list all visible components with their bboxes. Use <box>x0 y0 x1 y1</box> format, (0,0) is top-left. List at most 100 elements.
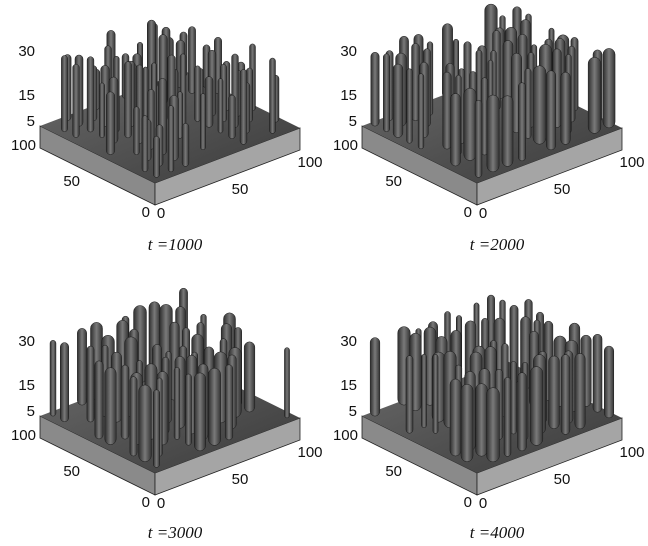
surface-pillar <box>443 72 451 149</box>
surface-pillar <box>121 365 129 439</box>
surface-pillar <box>130 377 137 456</box>
surface-pillar <box>99 83 104 138</box>
panel-caption: t =4000 <box>470 523 525 542</box>
surface-pillar <box>208 368 220 445</box>
y-tick-label: 100 <box>333 427 358 444</box>
surface-pillar <box>195 66 201 122</box>
surface-pillar <box>370 338 380 416</box>
z-tick-label: 15 <box>18 377 35 394</box>
surface-pillar <box>549 356 560 429</box>
x-tick-label: 0 <box>479 495 487 512</box>
surface-pillar <box>229 95 236 139</box>
x-tick-label: 50 <box>554 471 571 488</box>
surface-pillar <box>475 100 482 177</box>
surface-pillar <box>476 384 488 457</box>
x-tick-label: 50 <box>232 181 249 198</box>
surface-pillar <box>418 74 424 149</box>
surface-pillar <box>518 83 525 161</box>
surface-pillar <box>240 70 247 145</box>
surface-pillar <box>284 348 289 418</box>
surface-pillar <box>504 377 511 456</box>
surface-pillar <box>406 356 413 434</box>
surface-pillar <box>125 62 132 138</box>
surface-pillar <box>464 88 476 160</box>
surface-pillar <box>450 379 461 456</box>
z-tick-label: 5 <box>27 113 35 130</box>
surface-pillar <box>270 58 276 133</box>
surface-pillar <box>487 95 499 172</box>
y-tick-label: 0 <box>142 494 150 511</box>
surface-pillar <box>421 354 426 427</box>
z-tick-label: 30 <box>18 333 35 350</box>
surface-pillar <box>451 94 461 166</box>
surface-pillar <box>575 353 585 428</box>
x-tick-label: 0 <box>479 205 487 222</box>
x-tick-label: 50 <box>232 471 249 488</box>
surface-pillar <box>50 340 56 416</box>
surface-pillar <box>87 57 94 132</box>
y-tick-label: 100 <box>11 137 36 154</box>
surface-pillar <box>225 365 233 440</box>
surface-pillar <box>61 55 67 131</box>
z-tick-label: 15 <box>340 377 357 394</box>
y-tick-label: 0 <box>142 204 150 221</box>
surface-pillar <box>533 66 546 144</box>
z-tick-label: 5 <box>349 113 357 130</box>
y-tick-label: 100 <box>333 137 358 154</box>
surface-pillar <box>546 71 556 150</box>
surface-pillar <box>143 67 148 121</box>
y-tick-label: 50 <box>385 463 402 480</box>
figure: 30155100500050100t =10003015510050005010… <box>0 0 648 546</box>
x-tick-label: 100 <box>619 444 644 461</box>
z-tick-label: 5 <box>349 403 357 420</box>
surface-pillar <box>205 77 213 128</box>
surface-pillar <box>588 57 601 133</box>
z-tick-label: 30 <box>18 43 35 60</box>
panel-caption: t =2000 <box>470 235 525 254</box>
surface-pillar <box>73 64 80 137</box>
surface-pillar <box>200 94 205 150</box>
surface-pillar <box>604 346 614 418</box>
surface-pillar <box>105 368 116 445</box>
z-tick-label: 15 <box>18 87 35 104</box>
surface-pillar <box>371 52 379 126</box>
surface-pillar <box>393 64 403 137</box>
panel-caption: t =3000 <box>148 523 203 542</box>
surface-pillar <box>433 355 438 434</box>
surface-pillar <box>407 69 413 143</box>
surface-pillar <box>603 48 615 127</box>
y-tick-label: 0 <box>464 494 472 511</box>
x-tick-label: 100 <box>619 154 644 171</box>
surface-pillar <box>77 328 86 405</box>
surface-pillar <box>185 374 191 445</box>
surface-pillar <box>153 136 159 177</box>
surface-pillar <box>502 96 513 167</box>
x-tick-label: 50 <box>554 181 571 198</box>
surface-pillar <box>87 346 94 422</box>
panel-caption: t =1000 <box>148 235 203 254</box>
z-tick-label: 15 <box>340 87 357 104</box>
y-tick-label: 0 <box>464 204 472 221</box>
z-tick-label: 30 <box>340 43 357 60</box>
y-tick-label: 100 <box>11 427 36 444</box>
y-tick-label: 50 <box>63 173 80 190</box>
surface-pillar <box>142 116 148 172</box>
y-tick-label: 50 <box>385 173 402 190</box>
surface-pillar <box>153 390 159 468</box>
surface-pillar <box>561 355 570 435</box>
surface-pillar <box>106 92 115 155</box>
x-tick-label: 100 <box>297 154 322 171</box>
surface-pillar <box>182 123 189 166</box>
surface-pillar <box>60 343 68 422</box>
surface-pillar <box>194 373 205 451</box>
surface-pillar <box>461 384 473 461</box>
x-tick-label: 100 <box>297 444 322 461</box>
surface-pillar <box>383 54 389 132</box>
surface-pillar <box>561 72 571 144</box>
surface-pillar <box>518 373 527 451</box>
surface-pillar <box>510 361 516 434</box>
surface-pillar <box>218 79 223 133</box>
x-tick-label: 0 <box>157 495 165 512</box>
